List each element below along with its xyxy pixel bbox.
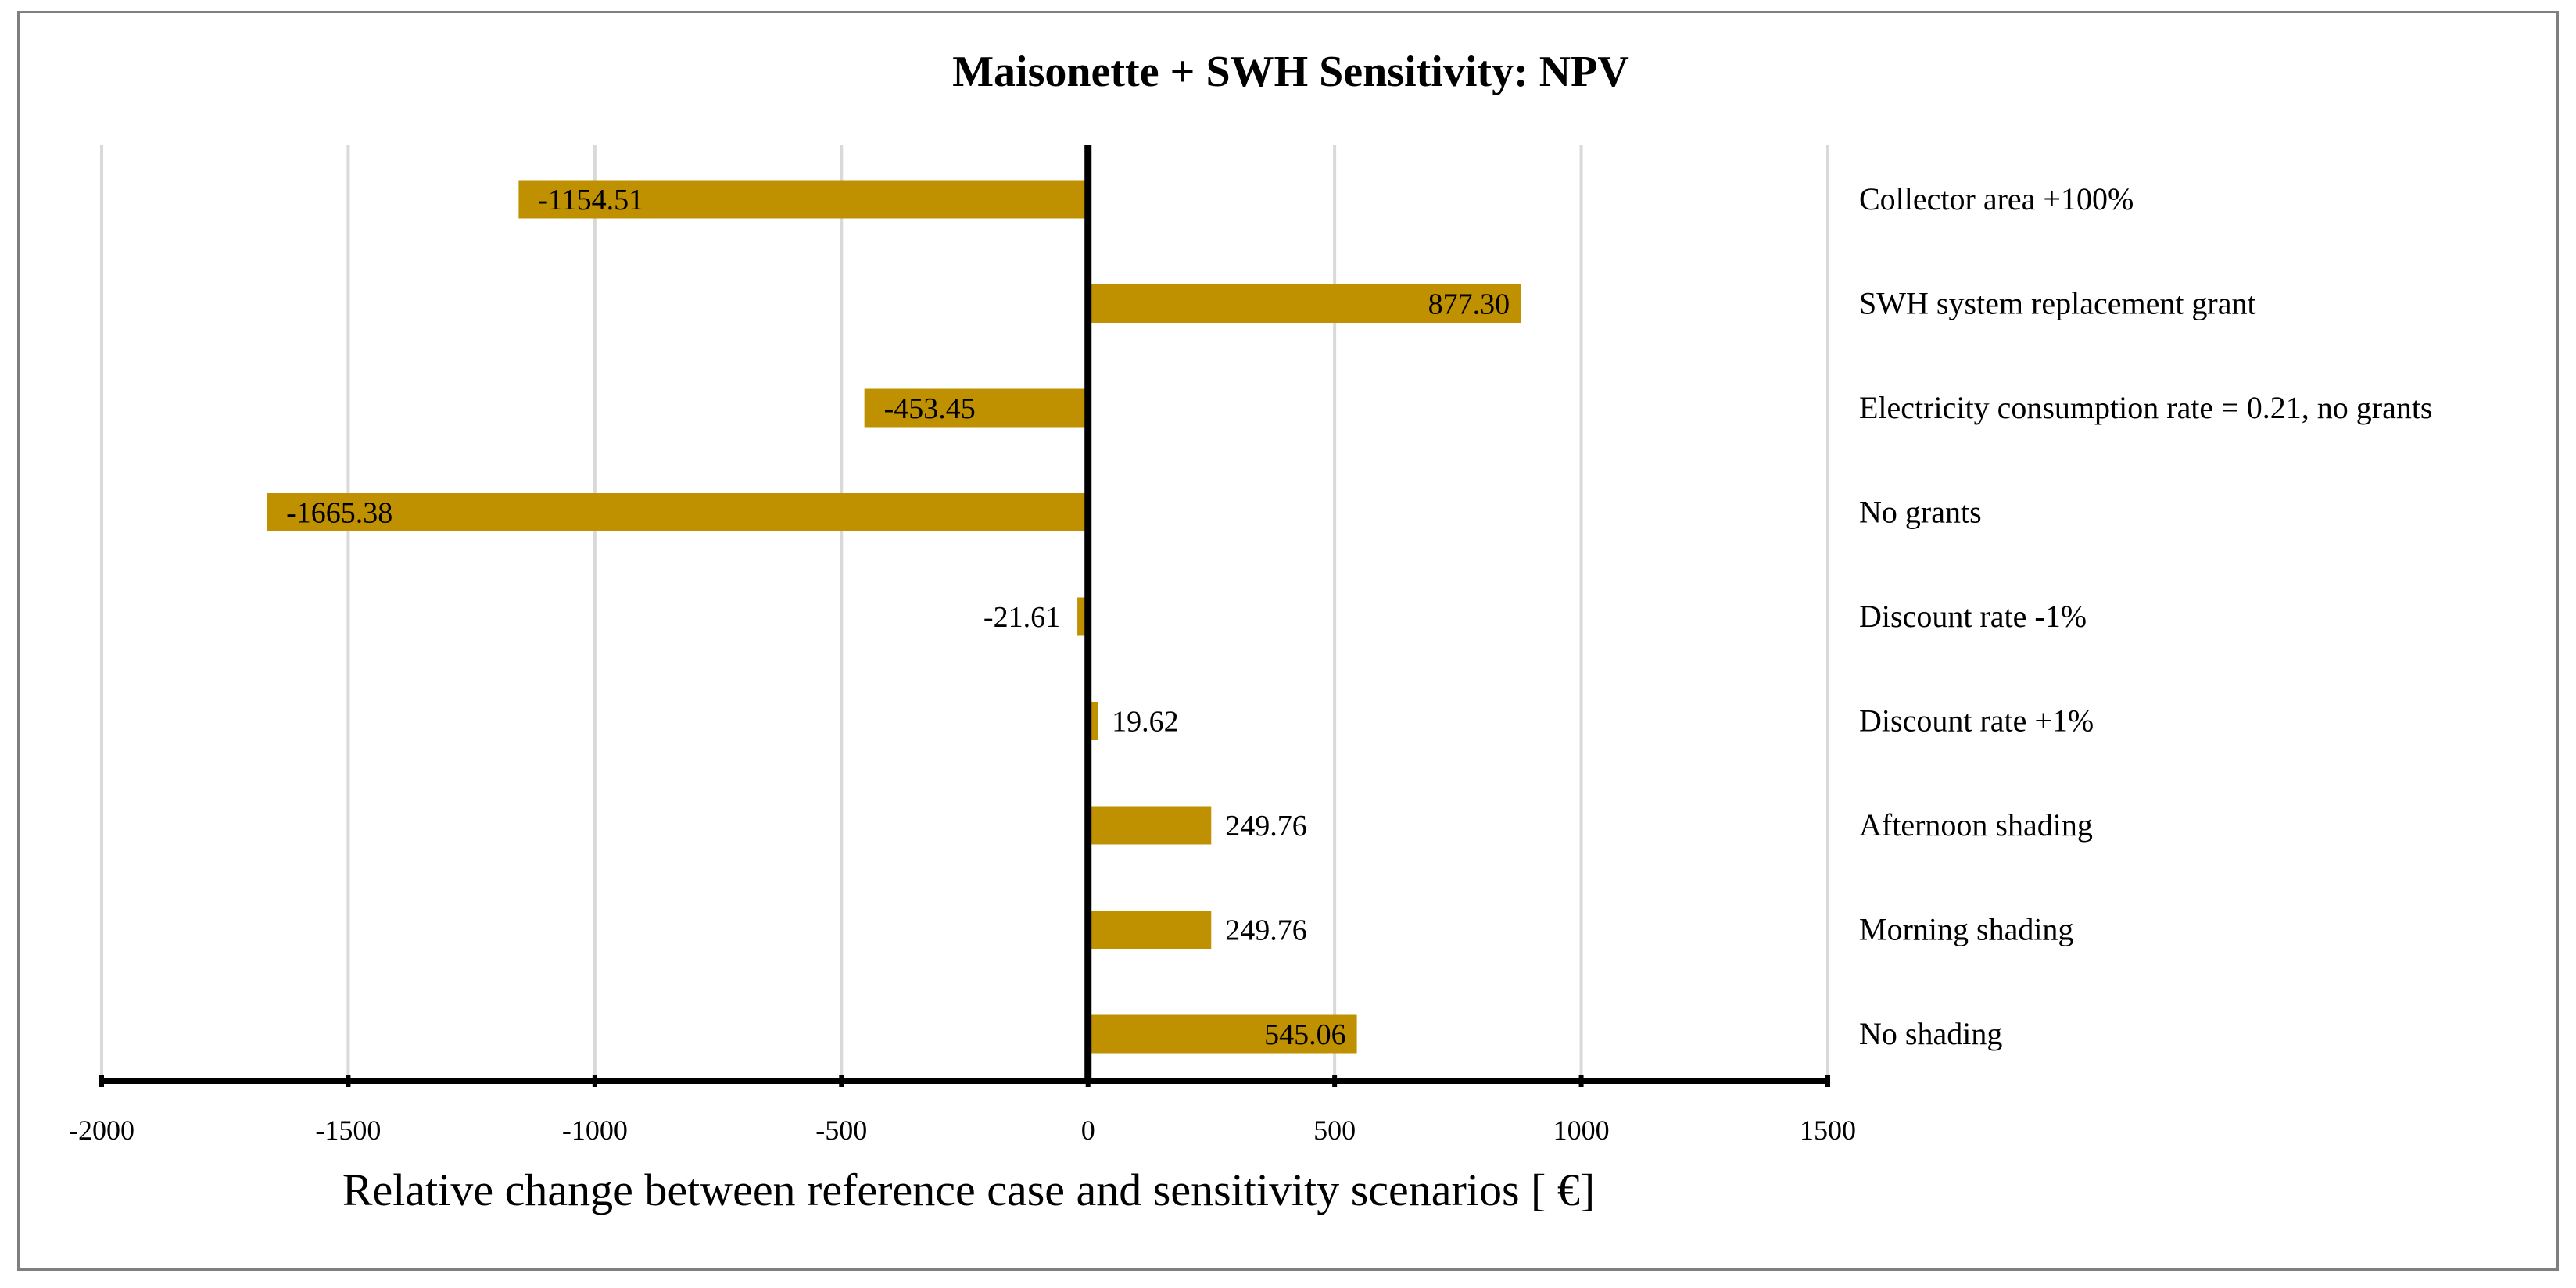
category-label: Afternoon shading [1859,807,2093,843]
category-label: Discount rate -1% [1859,599,2087,634]
x-tick-label: -500 [815,1114,867,1146]
x-tick-label: -1000 [562,1114,628,1146]
bar-value-label: -453.45 [884,392,976,425]
category-label: Discount rate +1% [1859,703,2094,739]
x-tick-label: 1000 [1553,1114,1610,1146]
bar [518,180,1088,219]
bar-value-label: -21.61 [983,601,1060,634]
bar-value-label: 249.76 [1225,810,1307,843]
axes [99,145,1830,1087]
category-label: Collector area +100% [1859,181,2134,216]
category-label: Morning shading [1859,912,2073,947]
x-axis-title: Relative change between reference case a… [342,1165,1595,1215]
bar [864,388,1088,428]
chart-canvas: -2000 -1500 -1000 -500 0 500 1000 1500 -1154.51 C… [69,48,2433,1215]
bar [1087,284,1521,323]
category-label: Electricity consumption rate = 0.21, no … [1859,390,2433,425]
category-label: No shading [1859,1016,2002,1051]
category-label: No grants [1859,495,1982,530]
bar-value-label: -1154.51 [538,184,643,216]
bar-value-label: 19.62 [1112,706,1179,739]
chart-frame: -2000 -1500 -1000 -500 0 500 1000 1500 -1154.51 C… [17,11,2559,1271]
bar-value-label: -1665.38 [286,497,392,530]
bar-value-label: 877.30 [1428,288,1510,321]
labels: -2000 -1500 -1000 -500 0 500 1000 1500 -1154.51 C… [69,181,2433,1146]
bar-value-label: 545.06 [1264,1018,1346,1051]
bars [267,180,1521,1054]
bar [1087,1014,1357,1054]
bar [1087,911,1212,949]
x-tick-label: 500 [1313,1114,1356,1146]
x-tick-label: 1500 [1800,1114,1856,1146]
x-tick-label: -2000 [69,1114,134,1146]
bar [267,493,1088,531]
category-label: SWH system replacement grant [1859,286,2256,321]
x-tick-label: 0 [1081,1114,1095,1146]
x-tick-label: -1500 [315,1114,381,1146]
bar-value-label: 249.76 [1225,914,1307,947]
gridlines [100,145,1829,1081]
chart-title: Maisonette + SWH Sensitivity: NPV [952,48,1629,96]
bar [1087,806,1212,845]
